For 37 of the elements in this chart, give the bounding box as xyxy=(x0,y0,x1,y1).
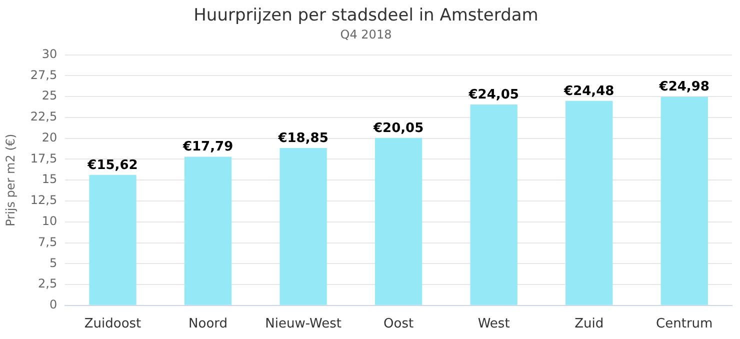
data-label: €24,98 xyxy=(658,80,710,95)
y-tick-label: 30 xyxy=(42,46,58,61)
data-label: €24,48 xyxy=(563,84,614,99)
x-tick-label: Nieuw-West xyxy=(265,316,342,332)
x-tick-label: Noord xyxy=(188,316,228,332)
data-label: €17,79 xyxy=(182,140,234,155)
data-label: €24,05 xyxy=(468,87,519,102)
y-tick-label: 20 xyxy=(42,130,58,144)
x-tick-label: Centrum xyxy=(656,316,713,332)
y-tick-label: 7,5 xyxy=(38,234,58,249)
data-label: €15,62 xyxy=(86,158,138,173)
x-tick-label: Zuidoost xyxy=(84,316,142,332)
chart-subtitle: Q4 2018 xyxy=(340,28,392,42)
y-tick-label: 25 xyxy=(42,88,58,103)
bar xyxy=(280,148,327,305)
y-tick-label: 22,5 xyxy=(30,110,58,124)
bar xyxy=(89,174,136,305)
y-tick-label: 5 xyxy=(49,256,58,270)
data-label: €18,85 xyxy=(277,130,328,146)
y-tick-label: 15 xyxy=(42,172,58,186)
y-tick-label: 10 xyxy=(42,214,58,228)
bar xyxy=(660,96,708,305)
data-label: €20,05 xyxy=(372,120,424,136)
x-tick-label: Oost xyxy=(384,316,414,332)
y-tick-label: 27,5 xyxy=(30,68,58,82)
y-tick-label: 2,5 xyxy=(38,276,58,291)
bar xyxy=(566,100,613,305)
x-tick-label: Zuid xyxy=(574,316,604,332)
bar xyxy=(374,138,422,305)
y-axis-title: Prijs per m2 (€) xyxy=(3,134,18,226)
bar xyxy=(470,104,518,305)
y-tick-label: 0 xyxy=(49,298,58,312)
bar xyxy=(184,156,232,305)
chart-title: Huurprijzen per stadsdeel in Amsterdam xyxy=(194,6,538,26)
y-tick-label: 12,5 xyxy=(30,193,58,208)
y-tick-label: 17,5 xyxy=(30,151,58,166)
x-tick-label: West xyxy=(478,316,510,332)
